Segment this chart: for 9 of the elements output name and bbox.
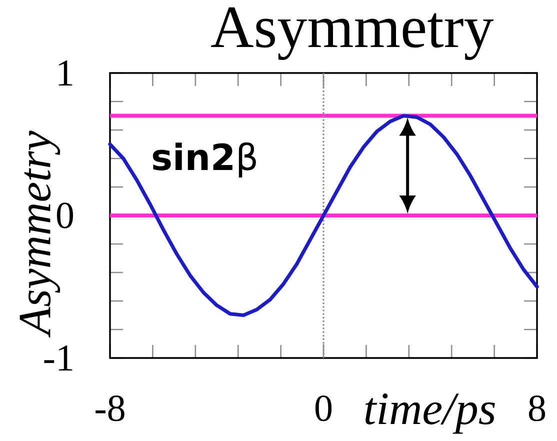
y-tick-label: -1	[44, 345, 72, 371]
x-tick-label: 8	[528, 396, 546, 422]
line-series	[108, 114, 539, 318]
annotation: sin2β	[152, 142, 256, 178]
x-axis-title: time/ps	[365, 394, 495, 434]
x-tick-label: -8	[96, 396, 124, 422]
chart-title: Asymmetry	[211, 7, 494, 60]
x-tick-label: 0	[315, 396, 332, 422]
y-tick-label: 1	[58, 60, 72, 86]
